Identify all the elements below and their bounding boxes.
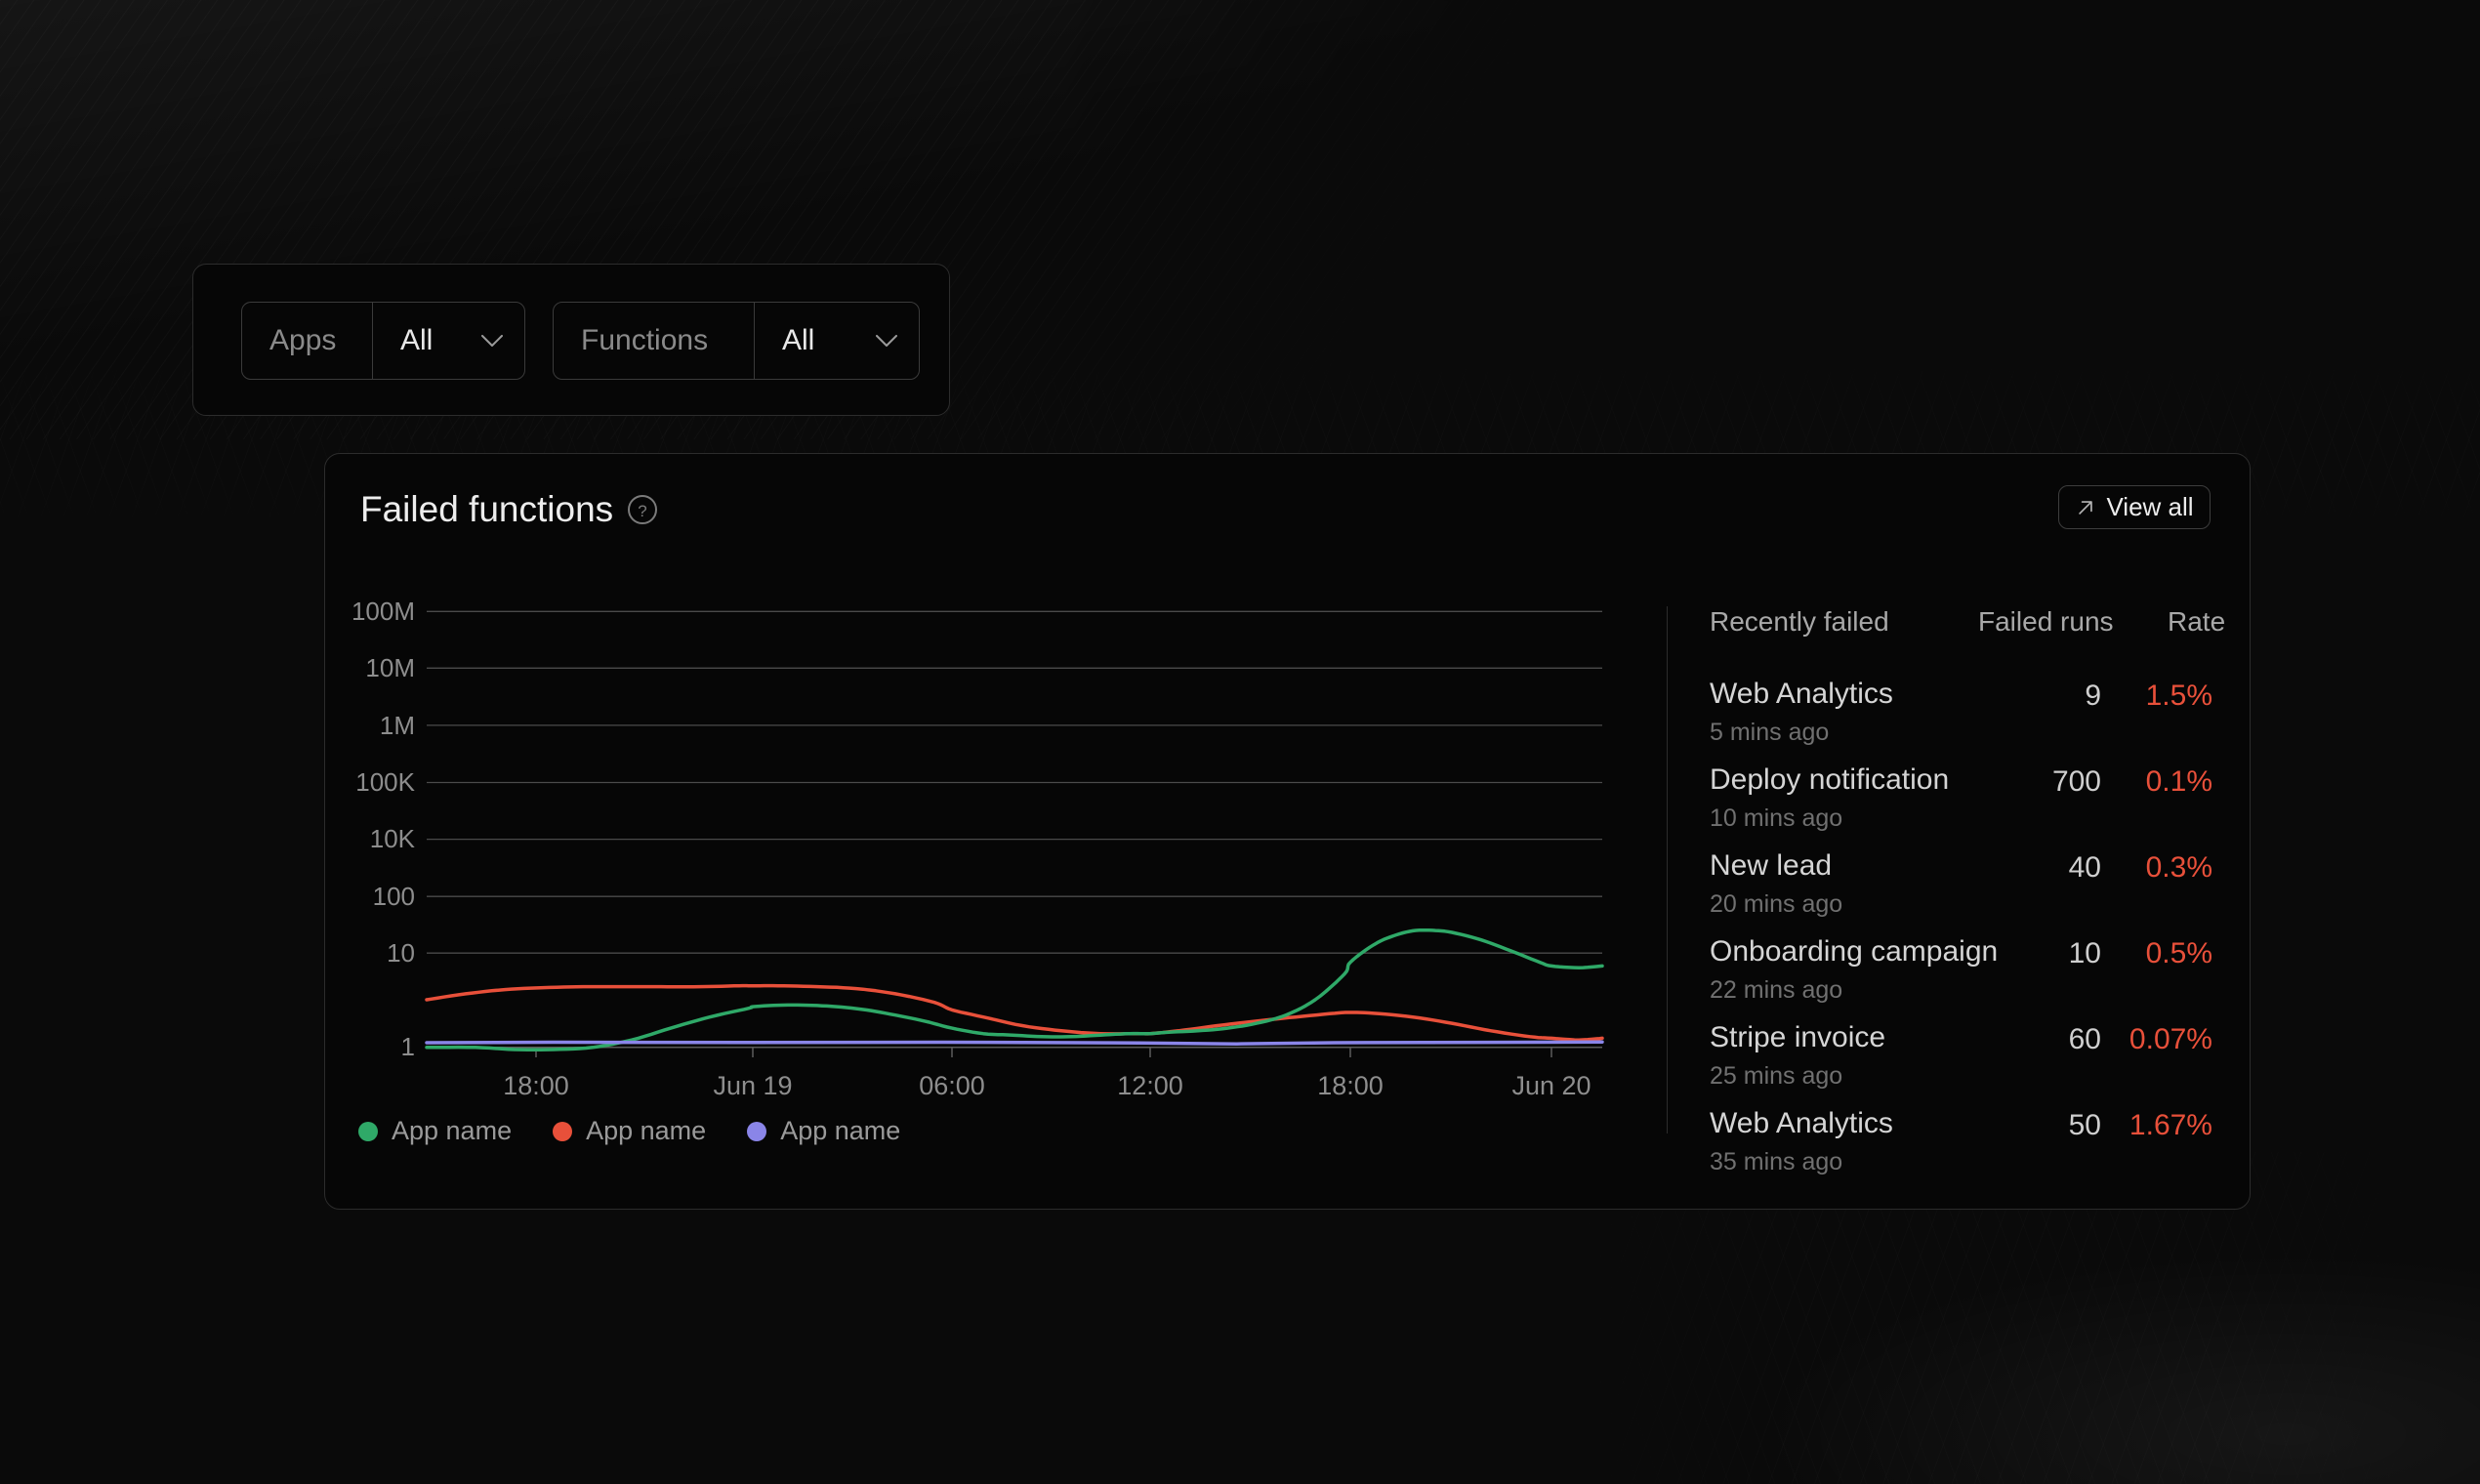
svg-text:?: ? (638, 502, 646, 520)
svg-text:Jun 20: Jun 20 (1511, 1071, 1591, 1100)
svg-text:10K: 10K (370, 824, 416, 853)
svg-text:100M: 100M (351, 597, 415, 626)
svg-text:06:00: 06:00 (919, 1071, 985, 1100)
svg-text:18:00: 18:00 (503, 1071, 569, 1100)
svg-text:18:00: 18:00 (1317, 1071, 1384, 1100)
svg-text:100: 100 (373, 882, 415, 911)
svg-text:Jun 19: Jun 19 (713, 1071, 792, 1100)
svg-text:12:00: 12:00 (1117, 1071, 1183, 1100)
svg-text:1: 1 (401, 1032, 415, 1061)
svg-text:1M: 1M (380, 711, 415, 740)
svg-text:10: 10 (387, 938, 415, 968)
svg-text:10M: 10M (365, 653, 415, 682)
svg-text:100K: 100K (355, 767, 415, 797)
